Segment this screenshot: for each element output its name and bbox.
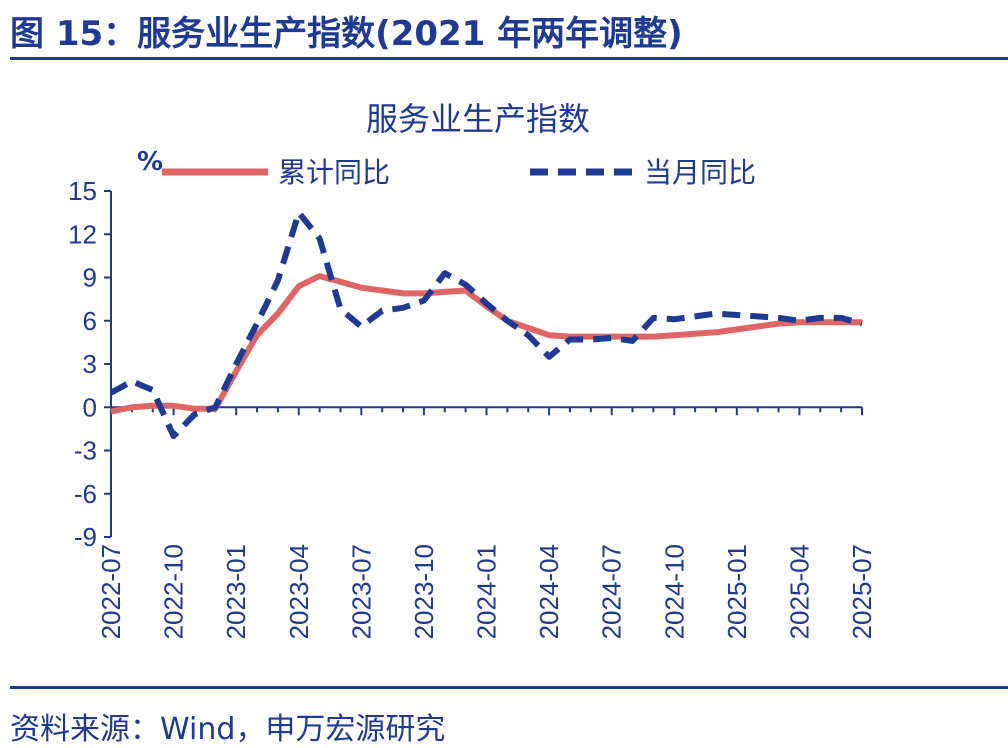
x-axis: 2022-07 2022-10 2023-01 2023-04 2023-07 2023-… <box>96 406 877 639</box>
series-line-cumulative <box>110 273 862 415</box>
x-tick-label: 2024-01 <box>472 544 502 639</box>
y-unit-label: % <box>137 147 163 177</box>
y-tick-label: -6 <box>74 479 97 509</box>
x-tick-label: 2025-04 <box>784 544 814 639</box>
x-tick-label: 2023-01 <box>221 544 251 639</box>
y-tick-label: -3 <box>74 436 97 466</box>
x-tick-label: 2024-07 <box>597 544 627 639</box>
x-tick-label: 2023-07 <box>346 544 376 639</box>
x-tick-label: 2024-04 <box>534 544 564 639</box>
x-tick-label: 2022-10 <box>159 544 189 639</box>
x-tick-label: 2023-10 <box>409 544 439 639</box>
y-tick-label: 6 <box>83 306 97 336</box>
x-tick-label: 2025-07 <box>847 544 877 639</box>
x-tick-label: 2022-07 <box>96 544 126 639</box>
x-tick-label: 2024-10 <box>659 544 689 639</box>
x-tick-label: 2023-04 <box>284 544 314 639</box>
legend-label-monthly: 当月同比 <box>644 156 756 189</box>
series-layer <box>109 209 863 440</box>
chart-title: 服务业生产指数 <box>366 100 590 138</box>
source-note: 资料来源：Wind，申万宏源研究 <box>10 712 446 747</box>
legend: 累计同比 当月同比 <box>162 156 756 189</box>
y-tick-label: 3 <box>83 349 97 379</box>
header-rule <box>10 57 1008 60</box>
line-chart: 服务业生产指数 % 累计同比 当月同比 15 12 9 6 3 0 -3 -6 -9 2022-… <box>68 100 877 639</box>
series-line-monthly <box>109 209 863 440</box>
legend-label-cumulative: 累计同比 <box>278 156 390 189</box>
y-tick-label: 12 <box>68 219 97 249</box>
y-axis: 15 12 9 6 3 0 -3 -6 -9 <box>68 176 112 552</box>
x-tick-label: 2025-01 <box>722 544 752 639</box>
y-tick-label: 0 <box>83 392 97 422</box>
figure-title: 图 15：服务业生产指数(2021 年两年调整) <box>10 14 683 54</box>
y-tick-label: -9 <box>74 522 97 552</box>
y-tick-label: 9 <box>83 263 97 293</box>
y-tick-label: 15 <box>68 176 97 206</box>
footer-rule <box>10 686 1008 689</box>
